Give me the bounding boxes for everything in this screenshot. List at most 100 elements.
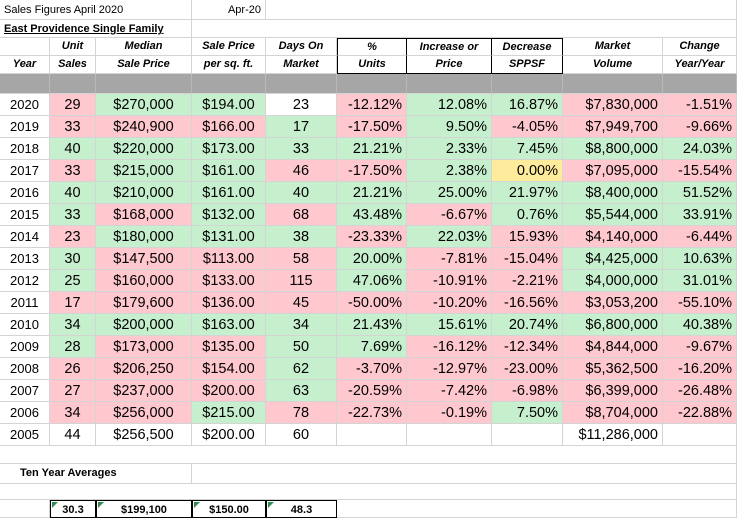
header-median-line2[interactable]: Sale Price (96, 56, 192, 74)
header-dom-line1[interactable]: Days On (266, 38, 337, 56)
avg-ppsf[interactable]: $150.00 (192, 500, 266, 518)
cell-median[interactable]: $215,000 (96, 160, 192, 182)
cell-volume[interactable]: $8,704,000 (563, 402, 663, 424)
cell-median[interactable]: $200,000 (96, 314, 192, 336)
cell-median[interactable]: $256,000 (96, 402, 192, 424)
cell-median[interactable]: $168,000 (96, 204, 192, 226)
cell-sppsf[interactable]: 15.93% (492, 226, 563, 248)
cell-ppsf[interactable]: $215.00 (192, 402, 266, 424)
cell-median[interactable]: $180,000 (96, 226, 192, 248)
cell-price[interactable]: 15.61% (407, 314, 492, 336)
cell-ppsf[interactable]: $131.00 (192, 226, 266, 248)
cell-median[interactable]: $206,250 (96, 358, 192, 380)
cell-volume[interactable]: $5,544,000 (563, 204, 663, 226)
cell-units[interactable]: 28 (50, 336, 96, 358)
cell-median[interactable]: $220,000 (96, 138, 192, 160)
cell-price[interactable]: -10.91% (407, 270, 492, 292)
cell-sppsf[interactable]: 7.45% (492, 138, 563, 160)
cell-change[interactable]: 24.03% (663, 138, 737, 160)
cell-median[interactable]: $147,500 (96, 248, 192, 270)
header-bar[interactable] (50, 74, 96, 94)
cell-pct[interactable]: 21.43% (337, 314, 407, 336)
cell-volume[interactable]: $6,800,000 (563, 314, 663, 336)
header-bar[interactable] (192, 74, 266, 94)
cell-ppsf[interactable]: $136.00 (192, 292, 266, 314)
header-inc_dec_price-line1[interactable]: Increase or (407, 38, 492, 56)
cell-price[interactable]: -0.19% (407, 402, 492, 424)
cell-pct[interactable]: -20.59% (337, 380, 407, 402)
cell-year[interactable]: 2015 (0, 204, 50, 226)
cell-price[interactable]: 22.03% (407, 226, 492, 248)
cell-ppsf[interactable]: $173.00 (192, 138, 266, 160)
empty-top2[interactable] (192, 20, 737, 38)
header-bar[interactable] (492, 74, 563, 94)
cell-year[interactable]: 2019 (0, 116, 50, 138)
cell-volume[interactable]: $7,949,700 (563, 116, 663, 138)
cell-change[interactable]: -16.20% (663, 358, 737, 380)
header-bar[interactable] (266, 74, 337, 94)
cell-sppsf[interactable]: -6.98% (492, 380, 563, 402)
cell-sppsf[interactable]: -23.00% (492, 358, 563, 380)
cell-year[interactable]: 2016 (0, 182, 50, 204)
cell-pct[interactable]: -22.73% (337, 402, 407, 424)
cell-sppsf[interactable] (492, 424, 563, 446)
cell-price[interactable] (407, 424, 492, 446)
cell-change[interactable]: -9.67% (663, 336, 737, 358)
cell-units[interactable]: 34 (50, 314, 96, 336)
cell-price[interactable]: -16.12% (407, 336, 492, 358)
cell-volume[interactable]: $6,399,000 (563, 380, 663, 402)
cell-units[interactable]: 17 (50, 292, 96, 314)
cell-change[interactable]: -55.10% (663, 292, 737, 314)
header-bar[interactable] (0, 74, 50, 94)
cell-sppsf[interactable]: -4.05% (492, 116, 563, 138)
cell-sppsf[interactable]: 0.00% (492, 160, 563, 182)
cell-ppsf[interactable]: $154.00 (192, 358, 266, 380)
cell-ppsf[interactable]: $135.00 (192, 336, 266, 358)
cell-units[interactable]: 26 (50, 358, 96, 380)
cell-year[interactable]: 2006 (0, 402, 50, 424)
cell-ppsf[interactable]: $133.00 (192, 270, 266, 292)
cell-dom[interactable]: 78 (266, 402, 337, 424)
cell-dom[interactable]: 33 (266, 138, 337, 160)
cell-sppsf[interactable]: 0.76% (492, 204, 563, 226)
cell-price[interactable]: 2.38% (407, 160, 492, 182)
avg-spacer[interactable] (0, 500, 50, 518)
empty-row[interactable] (0, 484, 737, 500)
cell-change[interactable] (663, 424, 737, 446)
header-bar[interactable] (407, 74, 492, 94)
cell-volume[interactable]: $4,140,000 (563, 226, 663, 248)
cell-median[interactable]: $160,000 (96, 270, 192, 292)
cell-dom[interactable]: 58 (266, 248, 337, 270)
cell-year[interactable]: 2013 (0, 248, 50, 270)
cell-price[interactable]: 25.00% (407, 182, 492, 204)
cell-pct[interactable]: -17.50% (337, 160, 407, 182)
cell-year[interactable]: 2018 (0, 138, 50, 160)
empty-top[interactable] (266, 0, 737, 20)
cell-ppsf[interactable]: $200.00 (192, 380, 266, 402)
header-ppsf-line2[interactable]: per sq. ft. (192, 56, 266, 74)
header-inc_dec_price-line2[interactable]: Price (407, 56, 492, 74)
cell-volume[interactable]: $5,362,500 (563, 358, 663, 380)
cell-median[interactable]: $173,000 (96, 336, 192, 358)
cell-dom[interactable]: 46 (266, 160, 337, 182)
header-dec_sppsf-line1[interactable]: Decrease (492, 38, 563, 56)
cell-units[interactable]: 44 (50, 424, 96, 446)
cell-price[interactable]: -10.20% (407, 292, 492, 314)
cell-sppsf[interactable]: -16.56% (492, 292, 563, 314)
cell-dom[interactable]: 38 (266, 226, 337, 248)
cell-units[interactable]: 23 (50, 226, 96, 248)
cell-dom[interactable]: 63 (266, 380, 337, 402)
cell-pct[interactable]: -3.70% (337, 358, 407, 380)
cell-pct[interactable]: 7.69% (337, 336, 407, 358)
cell-change[interactable]: -26.48% (663, 380, 737, 402)
cell-volume[interactable]: $7,830,000 (563, 94, 663, 116)
cell-change[interactable]: 33.91% (663, 204, 737, 226)
header-bar[interactable] (96, 74, 192, 94)
cell-units[interactable]: 40 (50, 182, 96, 204)
cell-year[interactable]: 2014 (0, 226, 50, 248)
cell-pct[interactable]: 21.21% (337, 182, 407, 204)
subtitle-cell[interactable]: East Providence Single Family (0, 20, 192, 38)
cell-pct[interactable]: -17.50% (337, 116, 407, 138)
header-ppsf-line1[interactable]: Sale Price (192, 38, 266, 56)
header-market_volume-line2[interactable]: Volume (563, 56, 663, 74)
